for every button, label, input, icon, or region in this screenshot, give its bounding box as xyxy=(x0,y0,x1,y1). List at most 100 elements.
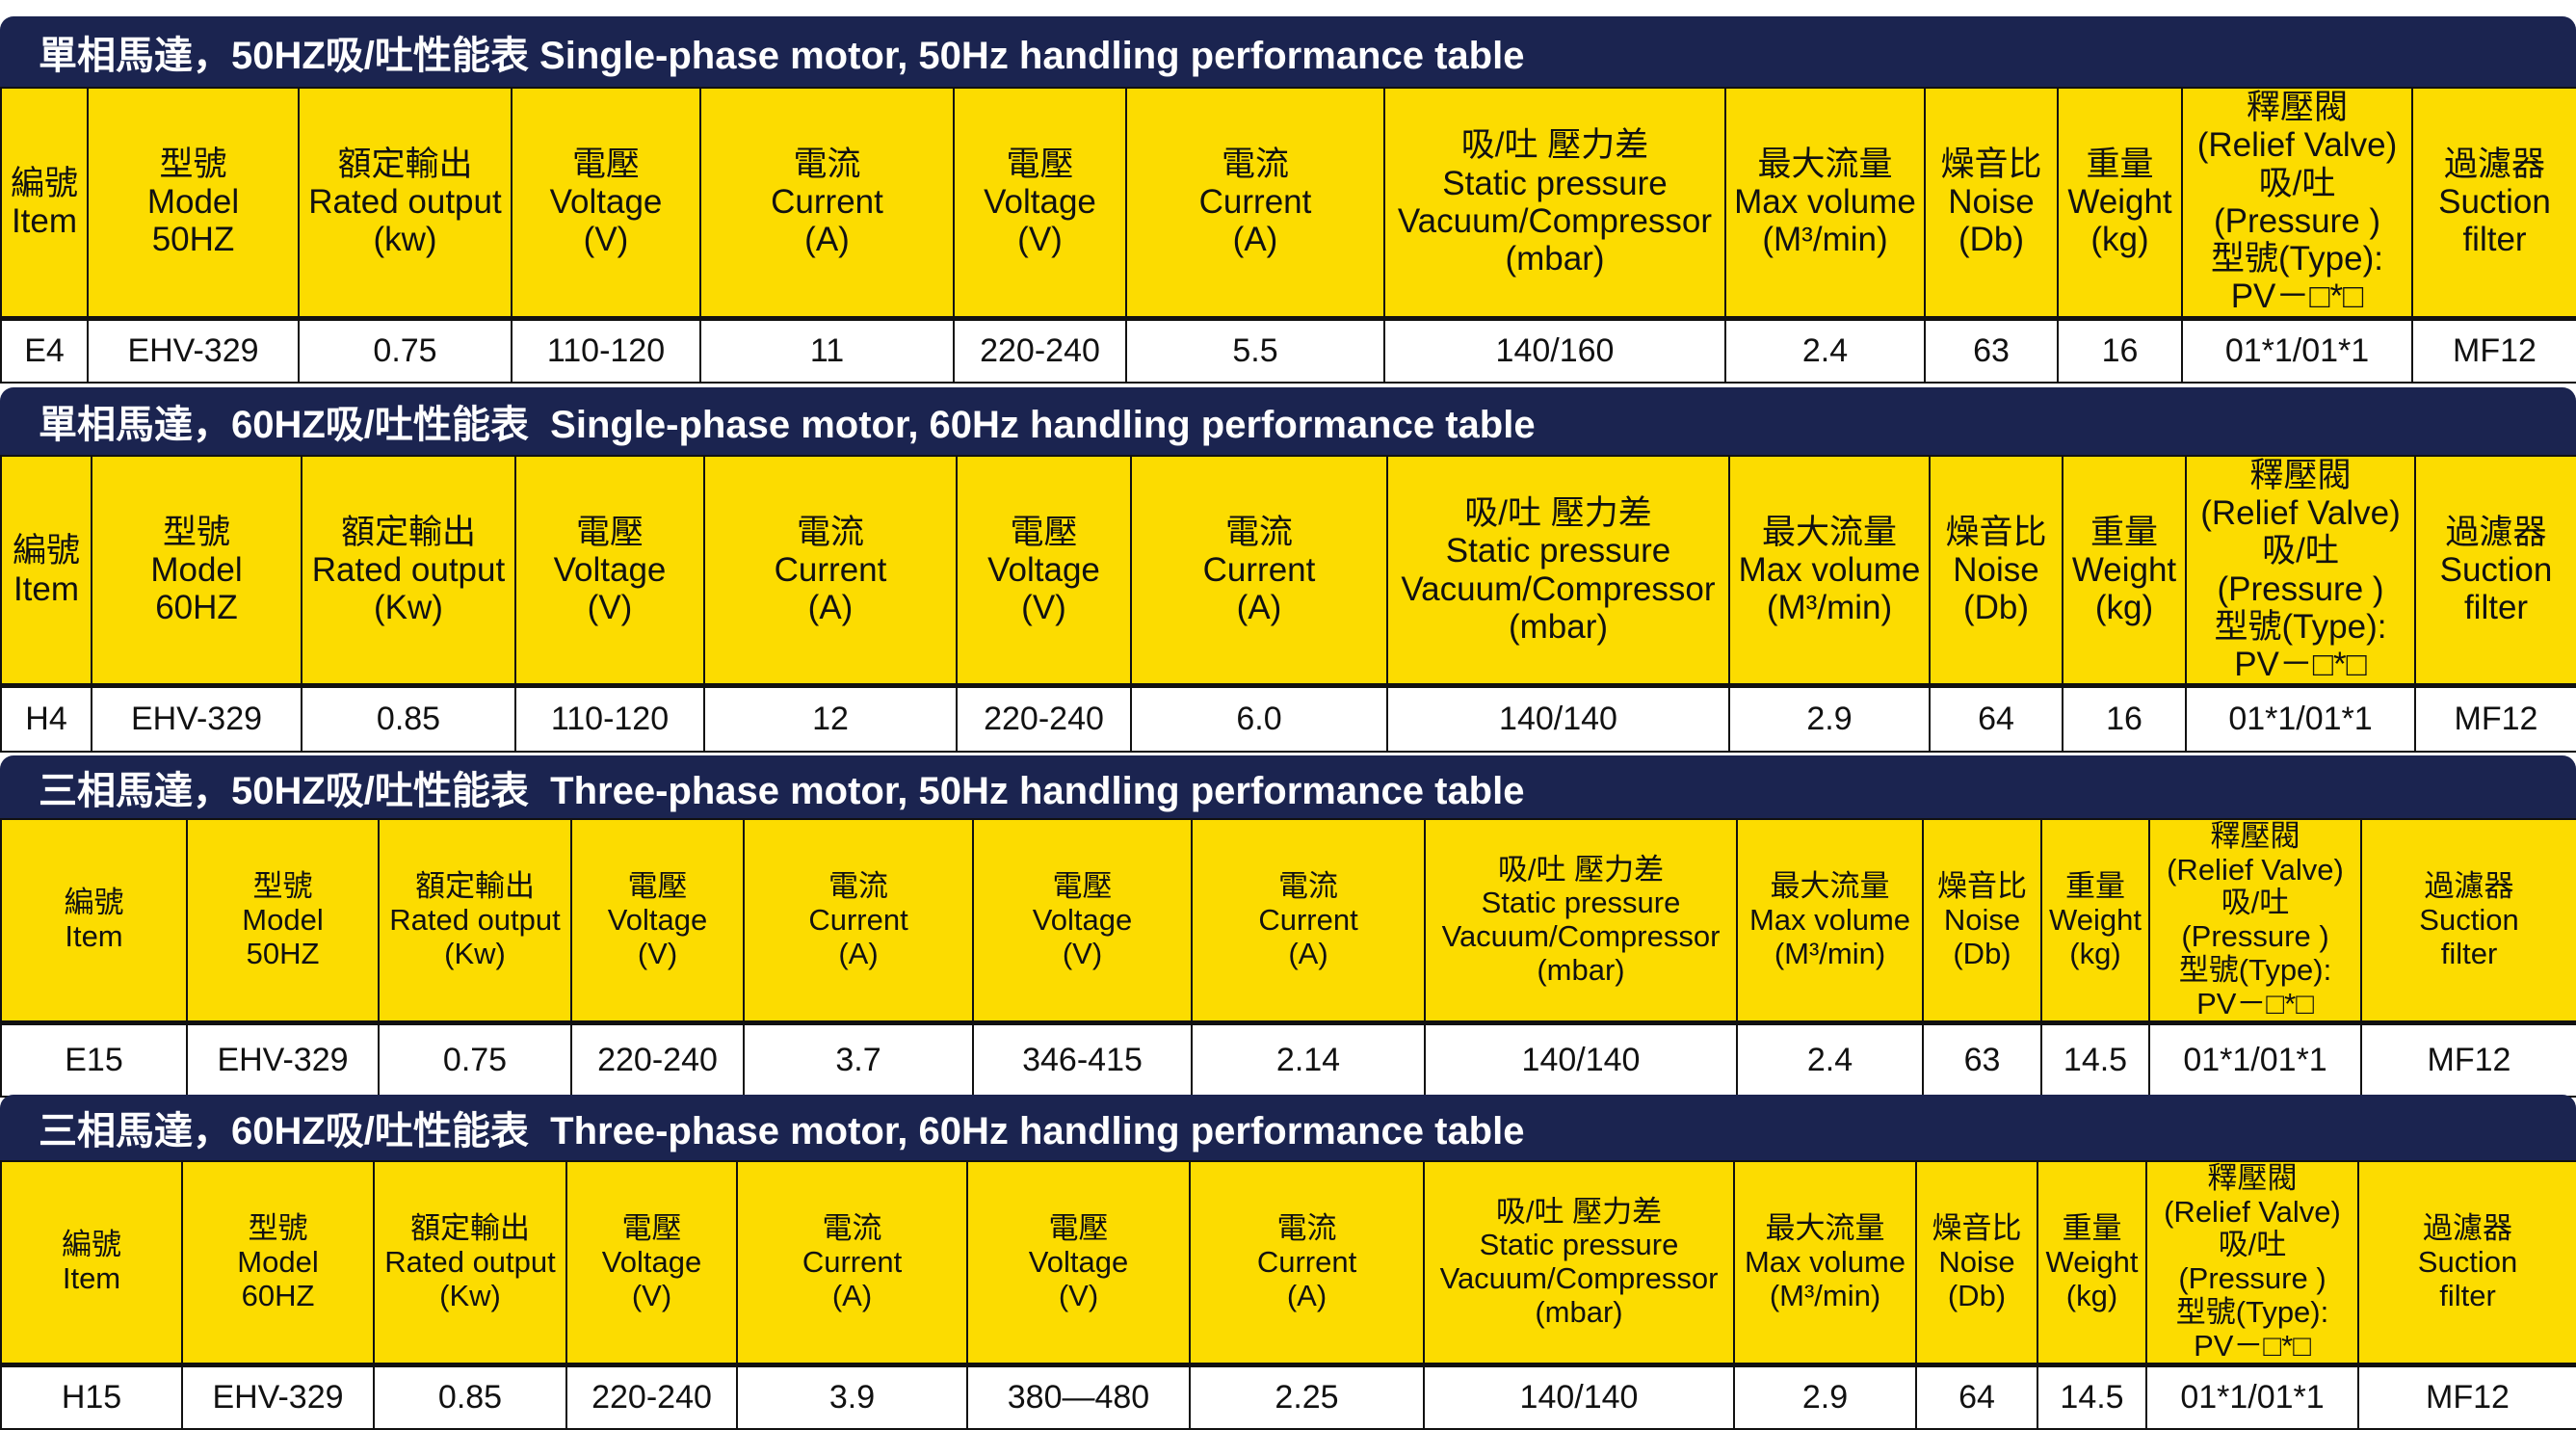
column-header: 燥音比 Noise (Db) xyxy=(1929,455,2063,689)
table-cell: 0.85 xyxy=(301,684,516,753)
header-line: Noise xyxy=(1943,902,2021,937)
column-header: 電壓 Voltage (V) xyxy=(953,87,1127,321)
column-header: 電壓 Voltage (V) xyxy=(972,818,1193,1026)
column-header: 電流 Current (A) xyxy=(743,818,974,1026)
header-line: (Relief Valve) xyxy=(2196,126,2398,165)
header-line: Current xyxy=(771,183,883,222)
table-cell: 2.4 xyxy=(1736,1021,1924,1098)
column-header: 釋壓閥 (Relief Valve) 吸/吐 (Pressure ) 型號(Type):… xyxy=(2145,1160,2359,1368)
table-cell: 11 xyxy=(699,317,955,384)
header-line: Voltage xyxy=(601,1244,702,1279)
header-line: Static pressure xyxy=(1481,886,1681,920)
header-line: 編號 xyxy=(64,886,124,920)
header-line: 電流 xyxy=(796,513,864,551)
column-header: 電壓 Voltage (V) xyxy=(514,455,705,689)
performance-table: 編號 Item 型號 Model 60HZ 額定輸出 Rated output (Kw) 電壓 V… xyxy=(0,455,2576,753)
header-line: 額定輸出 xyxy=(410,1211,530,1246)
column-header: 型號 Model 60HZ xyxy=(181,1160,375,1368)
header-line: 型號(Type): xyxy=(2214,607,2387,646)
header-line: 釋壓閥 xyxy=(2207,1161,2298,1195)
header-line: 電流 xyxy=(828,869,888,904)
header-line: (A) xyxy=(1288,936,1328,970)
column-header: 編號 Item xyxy=(0,455,92,689)
column-header: 編號 Item xyxy=(0,87,89,321)
performance-table: 編號 Item 型號 Model 50HZ 額定輸出 Rated output (Kw) 電壓 V… xyxy=(0,818,2576,1098)
header-line: Weight xyxy=(2071,550,2177,589)
header-line: Suction xyxy=(2419,902,2519,937)
header-line: Static pressure xyxy=(1479,1228,1679,1262)
table-cell: 140/140 xyxy=(1424,1021,1738,1098)
header-line: (Kw) xyxy=(439,1278,501,1312)
table-cell: EHV-329 xyxy=(87,317,300,384)
header-line: Max volume xyxy=(1748,902,1911,937)
column-header: 最大流量 Max volume (M³/min) xyxy=(1728,455,1931,689)
table-cell: 01*1/01*1 xyxy=(2185,684,2416,753)
header-line: Voltage xyxy=(984,183,1096,222)
column-header: 過濾器 Suction filter xyxy=(2414,455,2576,689)
table-row: H15 EHV-329 0.85 220-240 3.9 380—480 2.25 140/1… xyxy=(0,1364,2576,1430)
header-line: Rated output xyxy=(389,902,561,937)
header-line: Current xyxy=(1258,902,1358,937)
header-line: 編號 xyxy=(10,164,78,202)
performance-section: 三相馬達，60HZ吸/吐性能表 Three-phase motor, 60Hz … xyxy=(0,1095,2576,1430)
header-line: Vacuum/Compressor xyxy=(1439,1261,1719,1296)
table-cell: MF12 xyxy=(2411,317,2576,384)
header-line: 吸/吐 壓力差 xyxy=(1497,852,1665,887)
header-line: (M³/min) xyxy=(1766,589,1893,627)
table-cell: E4 xyxy=(0,317,89,384)
table-cell: 16 xyxy=(2062,684,2187,753)
header-line: 型號(Type): xyxy=(2175,1294,2329,1329)
header-line: Voltage xyxy=(607,902,708,937)
column-header: 額定輸出 Rated output (Kw) xyxy=(301,455,516,689)
header-line: (Db) xyxy=(1947,1278,2007,1312)
header-row: 編號 Item 型號 Model 60HZ 額定輸出 Rated output (Kw) 電壓 V… xyxy=(0,1160,2576,1368)
header-line: Static pressure xyxy=(1442,164,1668,202)
table-cell: 346-415 xyxy=(972,1021,1193,1098)
table-cell: 140/140 xyxy=(1423,1364,1735,1430)
table-row: H4 EHV-329 0.85 110-120 12 220-240 6.0 140/140 2… xyxy=(0,684,2576,753)
header-line: 最大流量 xyxy=(1761,513,1897,551)
header-line: (Relief Valve) xyxy=(2167,852,2344,887)
header-line: 吸/吐 壓力差 xyxy=(1464,494,1652,533)
table-cell: 140/160 xyxy=(1383,317,1726,384)
header-line: 重量 xyxy=(2062,1211,2122,1246)
header-line: (kg) xyxy=(2090,221,2149,259)
table-cell: MF12 xyxy=(2360,1021,2576,1098)
header-line: 電壓 xyxy=(627,869,688,904)
header-line: Model xyxy=(146,183,240,222)
header-line: (Db) xyxy=(1962,589,2030,627)
header-line: 型號 xyxy=(162,513,230,551)
header-line: 過濾器 xyxy=(2443,145,2545,183)
header-line: Current xyxy=(774,550,887,589)
table-cell: 64 xyxy=(1929,684,2063,753)
performance-table: 編號 Item 型號 Model 50HZ 額定輸出 Rated output (kw) 電壓 V… xyxy=(0,87,2576,384)
header-line: 電壓 xyxy=(575,513,644,551)
column-header: 額定輸出 Rated output (kw) xyxy=(298,87,513,321)
header-line: 型號(Type): xyxy=(2211,239,2383,278)
table-cell: 220-240 xyxy=(956,684,1132,753)
header-line: (mbar) xyxy=(1535,1294,1623,1329)
header-line: (M³/min) xyxy=(1774,936,1886,970)
header-line: (A) xyxy=(1286,1278,1327,1312)
header-line: (Db) xyxy=(1953,936,2011,970)
header-line: Item xyxy=(11,201,78,240)
header-line: 50HZ xyxy=(246,936,320,970)
header-line: (Pressure ) xyxy=(2213,201,2381,240)
header-line: (V) xyxy=(1017,221,1063,259)
header-line: (kw) xyxy=(373,221,437,259)
header-line: 電流 xyxy=(1224,513,1293,551)
table-cell: H4 xyxy=(0,684,92,753)
header-line: Weight xyxy=(2049,902,2142,937)
header-line: (Db) xyxy=(1958,221,2025,259)
table-cell: 3.9 xyxy=(736,1364,968,1430)
table-cell: 2.9 xyxy=(1728,684,1931,753)
table-cell: 63 xyxy=(1922,1021,2042,1098)
header-line: 電流 xyxy=(1221,145,1289,183)
performance-section: 單相馬達，50HZ吸/吐性能表 Single-phase motor, 50Hz… xyxy=(0,16,2576,384)
header-line: Model xyxy=(242,902,324,937)
table-cell: 2.9 xyxy=(1733,1364,1917,1430)
column-header: 釋壓閥 (Relief Valve) 吸/吐 (Pressure ) 型號(Type):… xyxy=(2185,455,2416,689)
header-line: (V) xyxy=(1058,1278,1099,1312)
header-line: 釋壓閥 xyxy=(2249,457,2352,494)
column-header: 吸/吐 壓力差 Static pressure Vacuum/Compressor(… xyxy=(1423,1160,1735,1368)
